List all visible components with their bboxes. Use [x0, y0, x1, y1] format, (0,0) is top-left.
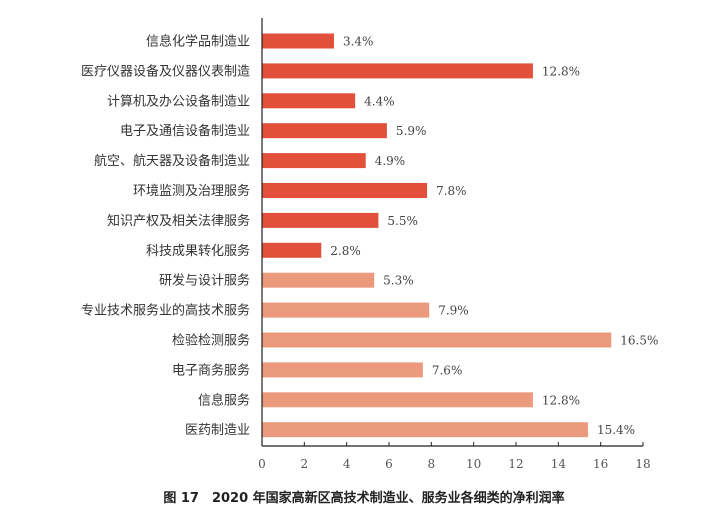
- bar: [262, 93, 356, 109]
- data-label: 12.8%: [542, 64, 580, 78]
- x-tick-label: 6: [385, 457, 393, 471]
- data-label: 2.8%: [330, 244, 361, 258]
- category-label: 知识产权及相关法律服务: [107, 213, 250, 229]
- x-tick-label: 16: [593, 457, 608, 471]
- x-tick-label: 4: [343, 457, 351, 471]
- category-label: 检验检测服务: [172, 333, 250, 349]
- bar: [262, 302, 430, 318]
- bar: [262, 392, 533, 408]
- x-tick-label: 8: [428, 457, 436, 471]
- data-label: 7.8%: [436, 184, 467, 198]
- bar: [262, 153, 366, 169]
- category-label: 电子商务服务: [172, 362, 250, 378]
- data-label: 5.3%: [383, 274, 414, 288]
- bar: [262, 422, 588, 438]
- category-label: 信息服务: [198, 392, 250, 408]
- category-label: 科技成果转化服务: [146, 243, 250, 259]
- bar: [262, 212, 379, 228]
- category-label: 专业技术服务业的高技术服务: [81, 303, 250, 319]
- x-tick-label: 18: [635, 457, 650, 471]
- bar: [262, 33, 334, 49]
- data-label: 16.5%: [620, 334, 658, 348]
- category-label: 医药制造业: [185, 423, 250, 438]
- bar: [262, 332, 612, 348]
- data-label: 3.4%: [343, 35, 374, 49]
- x-tick-label: 12: [508, 457, 523, 471]
- data-label: 7.6%: [432, 363, 463, 377]
- category-label: 医疗仪器设备及仪器仪表制造: [81, 63, 250, 79]
- bar: [262, 362, 423, 378]
- category-label: 航空、航天器及设备制造业: [94, 153, 250, 169]
- category-label: 信息化学品制造业: [146, 34, 250, 50]
- bar-chart: 信息化学品制造业 3.4% 医疗仪器设备及仪器仪表制造 12.8% 计算机及办公设备制造…: [81, 18, 658, 471]
- data-label: 12.8%: [542, 393, 580, 407]
- x-tick-label: 10: [466, 457, 481, 471]
- category-label: 电子及通信设备制造业: [120, 123, 250, 139]
- data-label: 15.4%: [597, 423, 635, 437]
- data-label: 5.9%: [396, 124, 427, 138]
- bar: [262, 63, 533, 79]
- x-tick-label: 2: [301, 457, 309, 471]
- bar: [262, 183, 428, 198]
- bar: [262, 242, 322, 258]
- data-label: 5.5%: [387, 214, 418, 228]
- category-label: 环境监测及治理服务: [133, 183, 250, 199]
- category-label: 计算机及办公设备制造业: [107, 93, 250, 109]
- x-tick-label: 0: [258, 457, 266, 471]
- data-label: 4.4%: [364, 94, 395, 108]
- chart-caption: 图 17 2020 年国家高新区高技术制造业、服务业各细类的净利润率: [163, 491, 565, 506]
- bar: [262, 123, 387, 139]
- bar: [262, 272, 375, 288]
- data-label: 7.9%: [438, 304, 469, 318]
- category-label: 研发与设计服务: [159, 273, 250, 289]
- x-tick-label: 14: [551, 457, 567, 471]
- data-label: 4.9%: [375, 154, 406, 168]
